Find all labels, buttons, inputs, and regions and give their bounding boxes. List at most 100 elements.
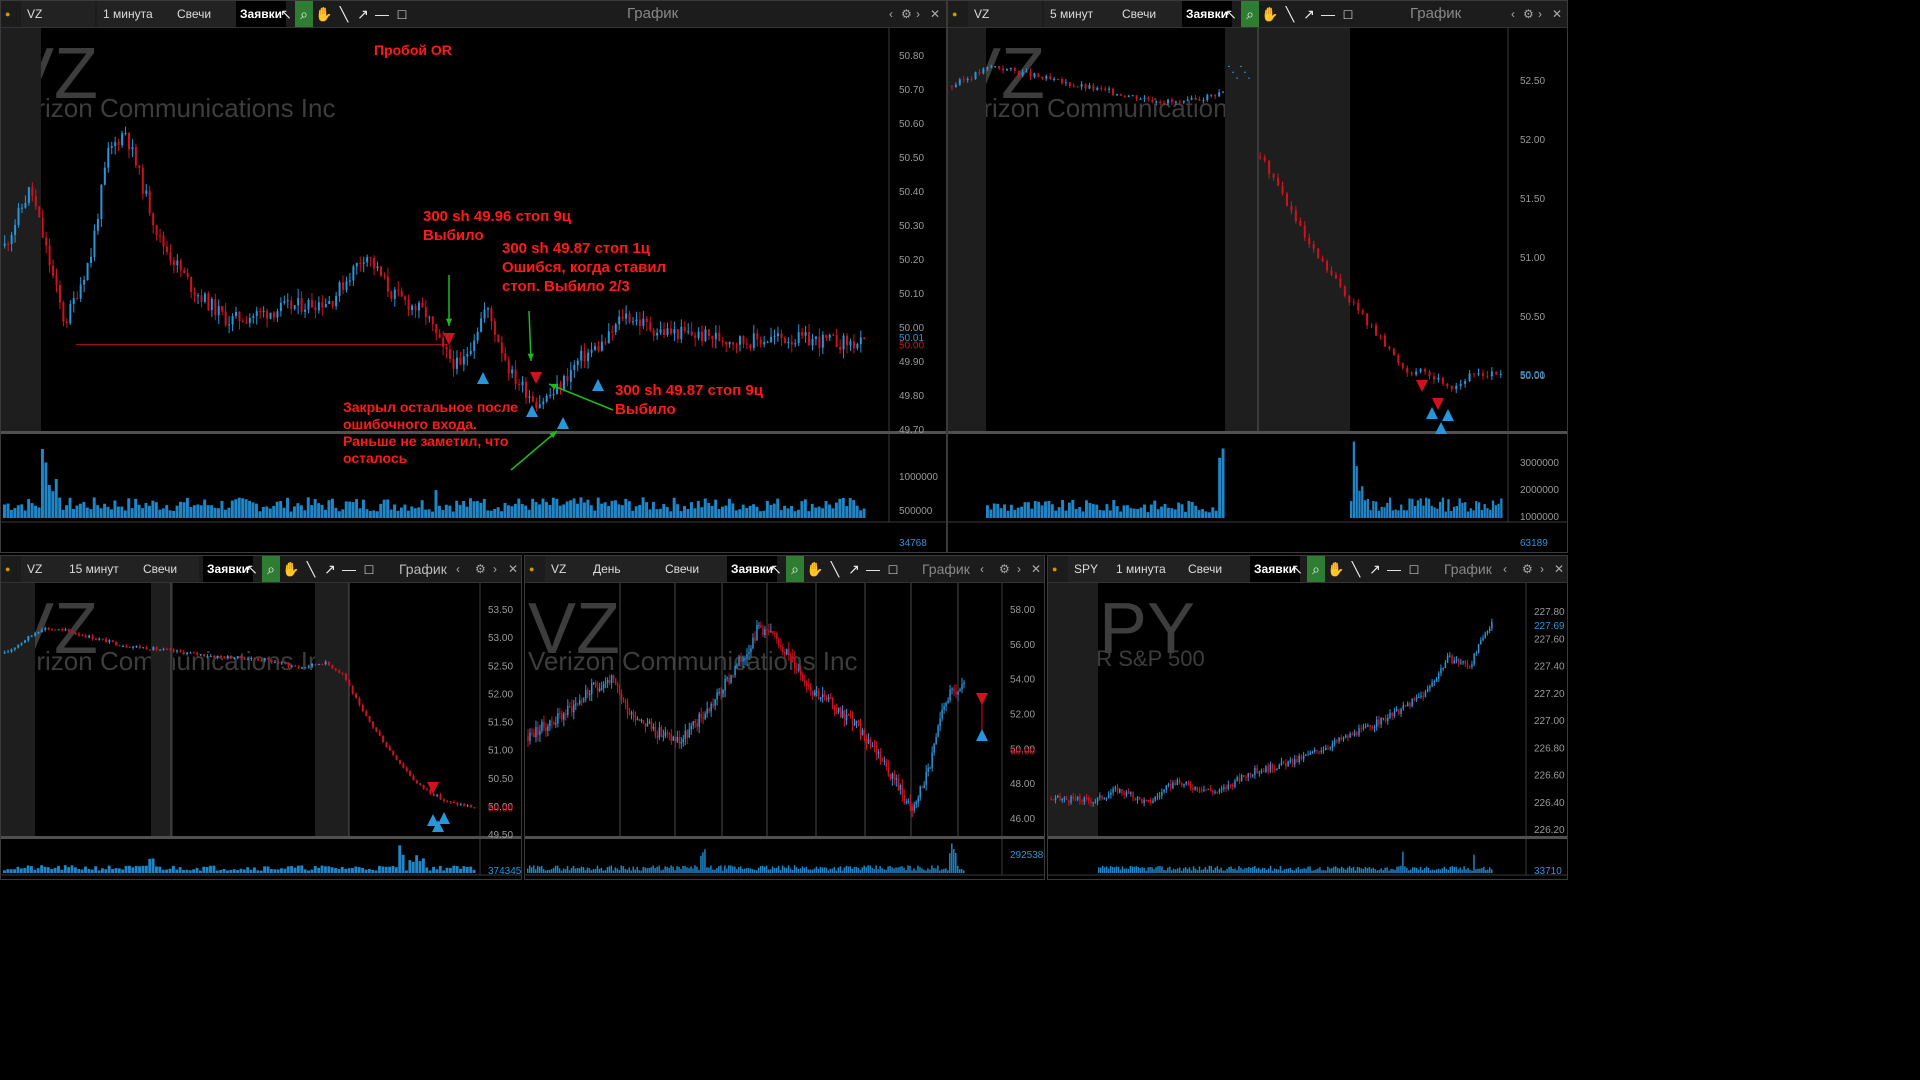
arrow-tool-icon[interactable]: ↗: [1303, 6, 1315, 22]
orders-button[interactable]: Заявки: [236, 1, 286, 27]
next-icon[interactable]: ›: [916, 7, 920, 21]
next-icon[interactable]: ›: [493, 562, 497, 576]
chart-type-selector[interactable]: Свечи: [1182, 556, 1254, 582]
next-icon[interactable]: ›: [1017, 562, 1021, 576]
settings-icon[interactable]: ⚙: [1522, 562, 1533, 576]
line-tool-icon[interactable]: ╲: [1285, 6, 1295, 22]
rect-tool-icon[interactable]: □: [397, 6, 407, 22]
timeframe-selector[interactable]: 1 минута: [1110, 556, 1184, 582]
zoom-icon[interactable]: ⌕: [786, 556, 804, 582]
cursor-icon[interactable]: ↖: [280, 6, 292, 22]
line-tool-icon[interactable]: ╲: [1351, 561, 1361, 577]
chart-panel-vz-daily[interactable]: ● VZ День Свечи Заявки ↖ ⌕ ✋ ╲ ↗ — □ Гра…: [524, 555, 1045, 880]
hand-icon[interactable]: ✋: [1261, 6, 1279, 22]
chart-type-selector[interactable]: Свечи: [659, 556, 731, 582]
chart-panel-vz-15min[interactable]: ● VZ 15 минут Свечи Заявки ↖ ⌕ ✋ ╲ ↗ — □…: [0, 555, 522, 880]
prev-icon[interactable]: ‹: [980, 562, 984, 576]
timeframe-selector[interactable]: 1 минута: [97, 1, 185, 27]
rect-tool-icon[interactable]: □: [1343, 6, 1353, 22]
line-tool-icon[interactable]: ╲: [830, 561, 840, 577]
arrow-tool-icon[interactable]: ↗: [1369, 561, 1381, 577]
chart-area[interactable]: SPY SPDR S&P 500 227.80 227.60 227.40 227.2…: [1048, 583, 1567, 879]
timeframe-selector[interactable]: 5 минут: [1044, 1, 1116, 27]
chart-area[interactable]: VZ Verizon Communications Inc 53.5053.00…: [1, 583, 521, 879]
settings-icon[interactable]: ⚙: [901, 7, 912, 21]
link-dot-icon[interactable]: ●: [529, 564, 535, 574]
next-icon[interactable]: ›: [1538, 7, 1542, 21]
chart-canvas[interactable]: 227.80227.60227.40227.20227.00226.80226.…: [1048, 583, 1568, 880]
link-dot-icon[interactable]: ●: [5, 564, 11, 574]
rect-tool-icon[interactable]: □: [1409, 561, 1419, 577]
close-icon[interactable]: ✕: [1552, 7, 1563, 21]
chart-panel-vz-1min[interactable]: ● VZ 1 минута Свечи Заявки ↖ ⌕ ✋ ╲ ↗ — □…: [0, 0, 947, 553]
hand-icon[interactable]: ✋: [282, 561, 300, 577]
hline-tool-icon[interactable]: —: [866, 561, 880, 577]
symbol-selector[interactable]: VZ: [21, 556, 71, 582]
chart-type-selector[interactable]: Свечи: [1116, 1, 1188, 27]
chart-canvas[interactable]: 52.5052.0051.5051.0050.5050.0050.0130000…: [948, 28, 1568, 553]
orders-button[interactable]: Заявки: [1250, 556, 1300, 582]
close-icon[interactable]: ✕: [1031, 562, 1042, 576]
timeframe-selector[interactable]: День: [587, 556, 661, 582]
symbol-selector[interactable]: VZ: [545, 556, 595, 582]
hline-tool-icon[interactable]: —: [1321, 6, 1335, 22]
settings-icon[interactable]: ⚙: [475, 562, 486, 576]
chart-canvas[interactable]: 53.5053.0052.5052.0051.5051.0050.5050.00…: [1, 583, 522, 880]
candle-body: [10, 234, 13, 245]
candle-body: [541, 721, 543, 731]
line-tool-icon[interactable]: ╲: [339, 6, 349, 22]
symbol-selector[interactable]: VZ: [21, 1, 95, 27]
hline-tool-icon[interactable]: —: [342, 561, 356, 577]
prev-icon[interactable]: ‹: [456, 562, 460, 576]
close-icon[interactable]: ✕: [930, 7, 941, 21]
chart-area[interactable]: VZ Verizon Communications Inc 58.00 56.00…: [525, 583, 1044, 879]
orders-button[interactable]: Заявки: [727, 556, 777, 582]
link-dot-icon[interactable]: ●: [5, 9, 11, 19]
chart-area[interactable]: VZ Verizon Communications Inc 52.50 52.00…: [948, 28, 1567, 552]
zoom-icon[interactable]: ⌕: [262, 556, 280, 582]
link-dot-icon[interactable]: ●: [952, 9, 958, 19]
prev-icon[interactable]: ‹: [889, 7, 893, 21]
prev-icon[interactable]: ‹: [1503, 562, 1507, 576]
cursor-icon[interactable]: ↖: [1225, 6, 1237, 22]
chart-panel-vz-5min[interactable]: ● VZ 5 минут Свечи Заявки ↖ ⌕ ✋ ╲ ↗ — □ …: [947, 0, 1568, 553]
orders-button[interactable]: Заявки: [1182, 1, 1232, 27]
settings-icon[interactable]: ⚙: [1523, 7, 1534, 21]
hline-tool-icon[interactable]: —: [1387, 561, 1401, 577]
link-dot-icon[interactable]: ●: [1052, 564, 1058, 574]
next-icon[interactable]: ›: [1540, 562, 1544, 576]
cursor-icon[interactable]: ↖: [246, 561, 258, 577]
chart-canvas[interactable]: 50.8050.7050.6050.5050.4050.3050.2050.10…: [1, 28, 947, 553]
chart-canvas[interactable]: 58.0056.0054.0052.0050.0048.0046.0050.00…: [525, 583, 1045, 880]
cursor-icon[interactable]: ↖: [1291, 561, 1303, 577]
rect-tool-icon[interactable]: □: [888, 561, 898, 577]
close-icon[interactable]: ✕: [508, 562, 519, 576]
hline-tool-icon[interactable]: —: [375, 6, 389, 22]
volume-bar: [1081, 511, 1085, 518]
chart-area[interactable]: VZ Verizon Communications Inc 50.80 50.70…: [1, 28, 946, 552]
timeframe-selector[interactable]: 15 минут: [63, 556, 137, 582]
chart-type-selector[interactable]: Свечи: [137, 556, 199, 582]
close-icon[interactable]: ✕: [1554, 562, 1565, 576]
prev-icon[interactable]: ‹: [1511, 7, 1515, 21]
arrow-tool-icon[interactable]: ↗: [848, 561, 860, 577]
chart-type-selector[interactable]: Свечи: [171, 1, 243, 27]
zoom-icon[interactable]: ⌕: [295, 1, 313, 27]
rect-tool-icon[interactable]: □: [364, 561, 374, 577]
chart-panel-spy-1min[interactable]: ● SPY 1 минута Свечи Заявки ↖ ⌕ ✋ ╲ ↗ — …: [1047, 555, 1568, 880]
cursor-icon[interactable]: ↖: [770, 561, 782, 577]
arrow-tool-icon[interactable]: ↗: [357, 6, 369, 22]
candle-body: [1322, 750, 1325, 752]
zoom-icon[interactable]: ⌕: [1241, 1, 1259, 27]
symbol-selector[interactable]: SPY: [1068, 556, 1118, 582]
settings-icon[interactable]: ⚙: [999, 562, 1010, 576]
line-tool-icon[interactable]: ╲: [306, 561, 316, 577]
arrow-tool-icon[interactable]: ↗: [324, 561, 336, 577]
orders-button[interactable]: Заявки: [203, 556, 253, 582]
symbol-selector[interactable]: VZ: [968, 1, 1042, 27]
candle-body: [176, 260, 179, 266]
hand-icon[interactable]: ✋: [806, 561, 824, 577]
zoom-icon[interactable]: ⌕: [1307, 556, 1325, 582]
hand-icon[interactable]: ✋: [315, 6, 333, 22]
hand-icon[interactable]: ✋: [1327, 561, 1345, 577]
